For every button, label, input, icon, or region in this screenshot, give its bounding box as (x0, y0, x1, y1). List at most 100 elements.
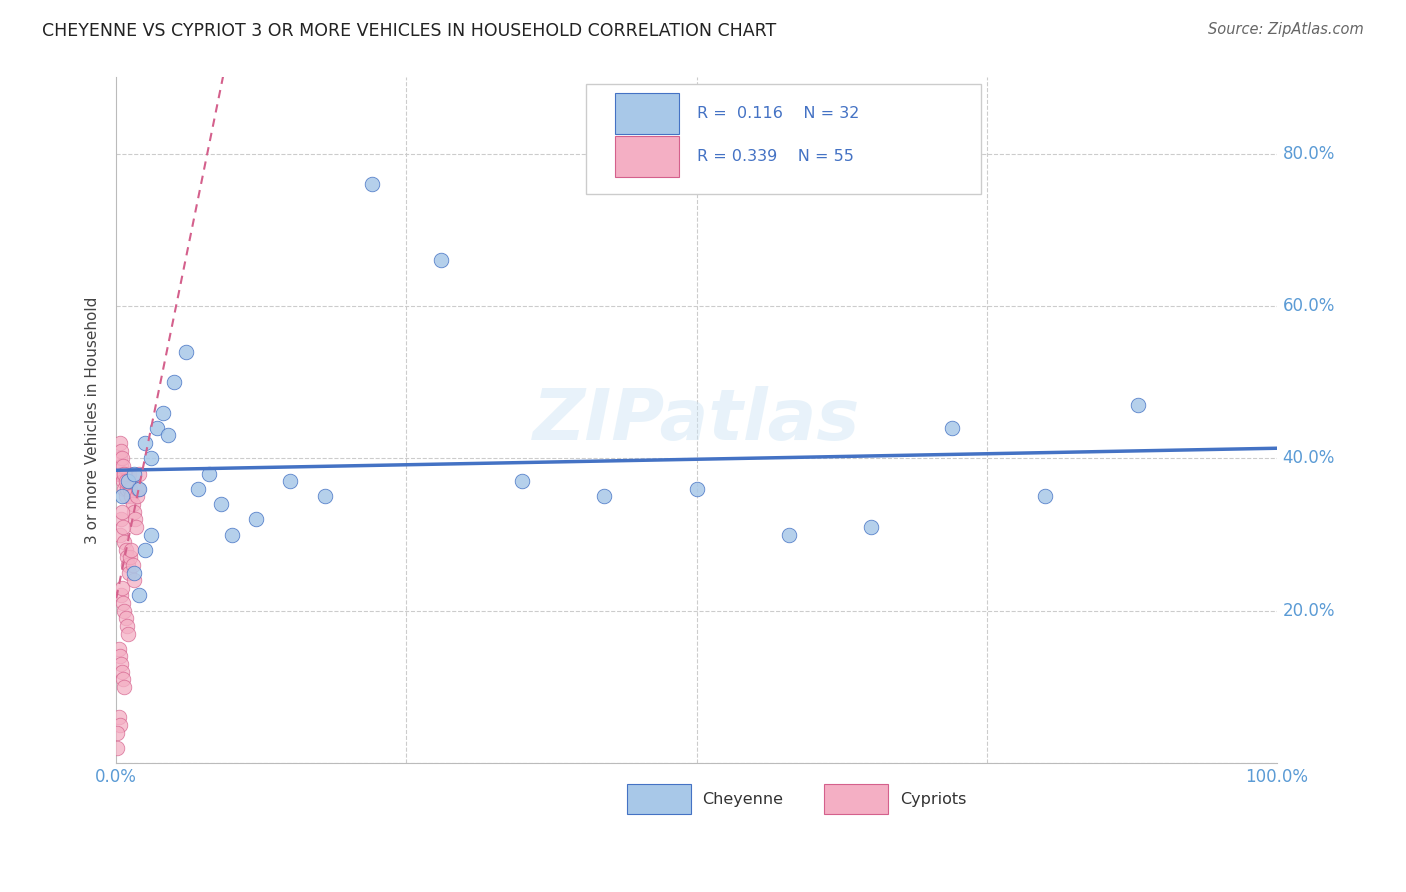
Point (108, 649, 131, 664)
Point (127, 482, 149, 496)
Point (685, 482, 707, 496)
Point (146, 421, 169, 435)
Point (110, 512, 132, 526)
Point (120, 542, 142, 557)
Point (112, 535, 135, 549)
Point (128, 482, 150, 496)
Point (1033, 490, 1056, 504)
Point (859, 520, 882, 534)
Point (111, 505, 134, 519)
Point (112, 520, 135, 534)
FancyBboxPatch shape (616, 93, 679, 134)
Point (107, 725, 129, 739)
Point (778, 527, 800, 541)
Point (112, 596, 135, 610)
Point (115, 619, 138, 633)
Point (107, 710, 129, 724)
Point (117, 626, 139, 640)
Point (120, 490, 142, 504)
Point (112, 482, 135, 496)
FancyBboxPatch shape (616, 136, 679, 177)
Point (124, 512, 146, 526)
Text: ZIPatlas: ZIPatlas (533, 385, 860, 455)
Point (134, 436, 156, 450)
Point (111, 467, 134, 481)
Point (186, 482, 208, 496)
Point (1126, 398, 1149, 412)
Point (115, 482, 138, 496)
Point (112, 672, 135, 686)
Point (134, 542, 156, 557)
Point (117, 558, 139, 572)
Point (592, 490, 614, 504)
Point (114, 474, 136, 488)
Point (163, 375, 186, 389)
Point (245, 512, 267, 526)
Point (139, 527, 162, 541)
Point (221, 527, 243, 541)
Point (111, 451, 134, 466)
Point (108, 527, 131, 541)
Point (122, 467, 145, 481)
Point (121, 497, 143, 511)
Point (108, 451, 131, 466)
Point (110, 458, 132, 473)
Point (107, 467, 129, 481)
Point (110, 657, 132, 671)
Point (280, 474, 302, 488)
Point (122, 505, 145, 519)
Point (122, 566, 145, 580)
Point (114, 611, 136, 625)
Text: Cheyenne: Cheyenne (703, 792, 783, 807)
Y-axis label: 3 or more Vehicles in Household: 3 or more Vehicles in Household (86, 296, 100, 544)
Point (112, 604, 135, 618)
FancyBboxPatch shape (824, 783, 889, 814)
Point (125, 520, 148, 534)
Point (314, 490, 336, 504)
Point (107, 641, 129, 656)
Point (107, 740, 129, 755)
Point (115, 550, 138, 565)
FancyBboxPatch shape (627, 783, 690, 814)
Point (112, 680, 135, 694)
Point (108, 436, 131, 450)
Point (118, 467, 141, 481)
Point (128, 589, 150, 603)
Point (118, 566, 141, 580)
FancyBboxPatch shape (586, 85, 981, 194)
Point (157, 428, 180, 442)
Point (114, 542, 136, 557)
Point (111, 581, 134, 595)
Point (111, 665, 134, 679)
Point (127, 490, 149, 504)
Point (114, 490, 136, 504)
Point (128, 467, 150, 481)
Point (198, 467, 221, 481)
Point (112, 474, 135, 488)
Text: Cypriots: Cypriots (900, 792, 966, 807)
Text: 20.0%: 20.0% (1282, 602, 1336, 620)
Text: R =  0.116    N = 32: R = 0.116 N = 32 (696, 105, 859, 120)
Point (117, 474, 139, 488)
Point (360, 177, 382, 191)
Point (117, 474, 139, 488)
Point (120, 482, 142, 496)
Point (941, 421, 963, 435)
Point (430, 253, 453, 268)
Point (121, 558, 143, 572)
Point (112, 458, 135, 473)
Point (512, 474, 534, 488)
Point (111, 490, 134, 504)
Point (122, 573, 145, 587)
Text: 40.0%: 40.0% (1282, 450, 1334, 467)
Text: CHEYENNE VS CYPRIOT 3 OR MORE VEHICLES IN HOUSEHOLD CORRELATION CHART: CHEYENNE VS CYPRIOT 3 OR MORE VEHICLES I… (42, 22, 776, 40)
Point (139, 451, 162, 466)
Point (112, 467, 135, 481)
Text: Source: ZipAtlas.com: Source: ZipAtlas.com (1208, 22, 1364, 37)
Point (174, 344, 197, 359)
Text: 80.0%: 80.0% (1282, 145, 1334, 162)
Point (120, 550, 142, 565)
Point (110, 589, 132, 603)
Text: R = 0.339    N = 55: R = 0.339 N = 55 (696, 149, 853, 164)
Point (110, 443, 132, 458)
